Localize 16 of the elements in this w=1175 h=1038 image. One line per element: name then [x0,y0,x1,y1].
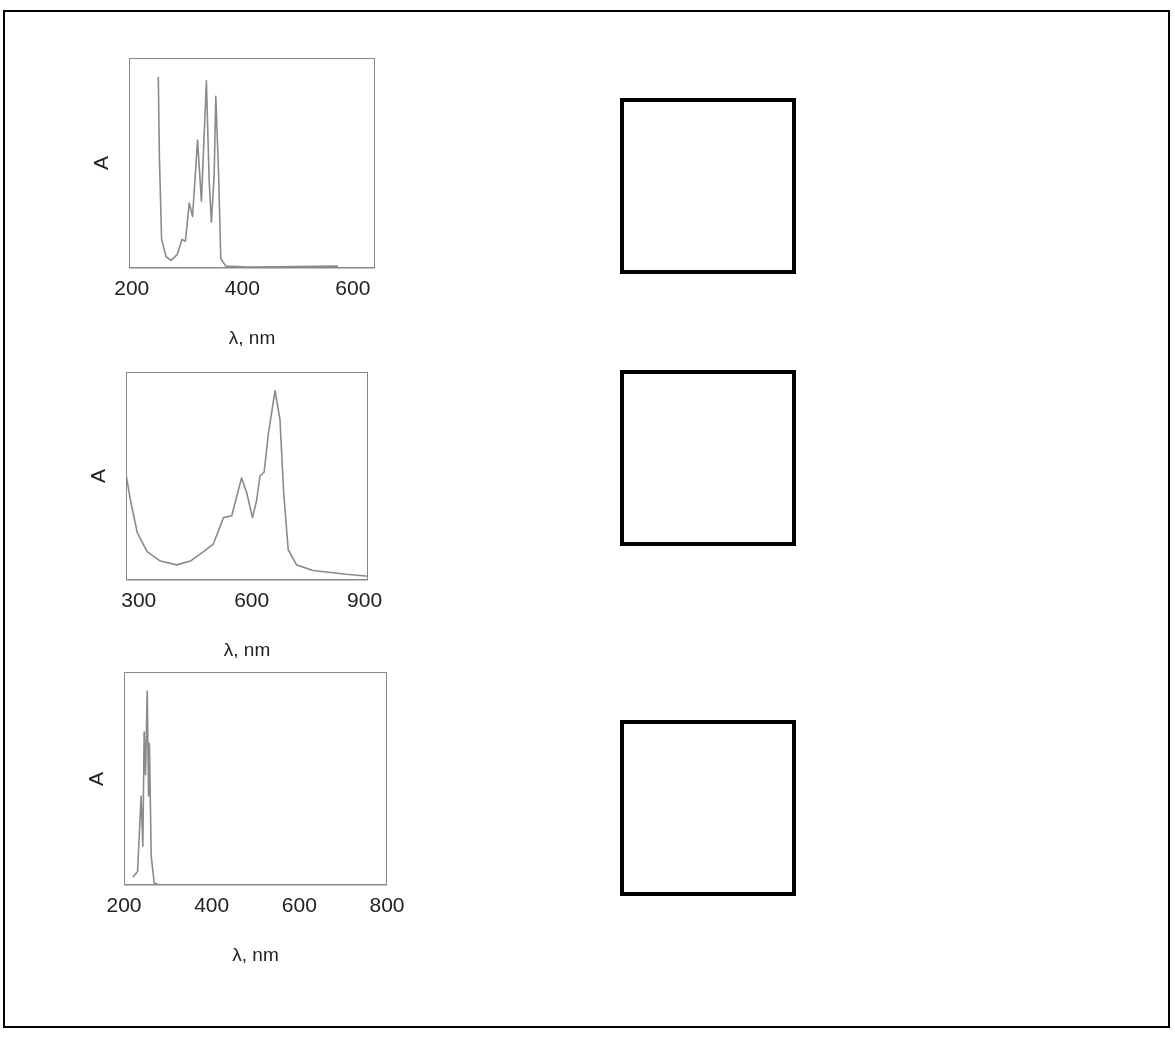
x-tick-label: 200 [114,275,150,299]
y-axis-title: A [83,770,108,788]
x-axis-title: λ, nm [228,327,276,348]
x-tick-label: 800 [369,892,405,916]
x-axis-title: λ, nm [232,944,279,965]
x-tick-label: 600 [234,587,270,611]
x-tick-label: 400 [224,275,260,299]
x-tick-label: 600 [281,892,317,916]
x-tick-label: 300 [121,587,157,611]
x-tick-label: 600 [335,275,371,299]
x-tick-label: 900 [347,587,383,611]
y-axis-title: A [85,468,110,485]
x-tick-label: 400 [194,892,230,916]
x-axis-title: λ, nm [223,639,271,660]
y-axis-title: A [88,155,113,172]
x-tick-label: 200 [106,892,142,916]
